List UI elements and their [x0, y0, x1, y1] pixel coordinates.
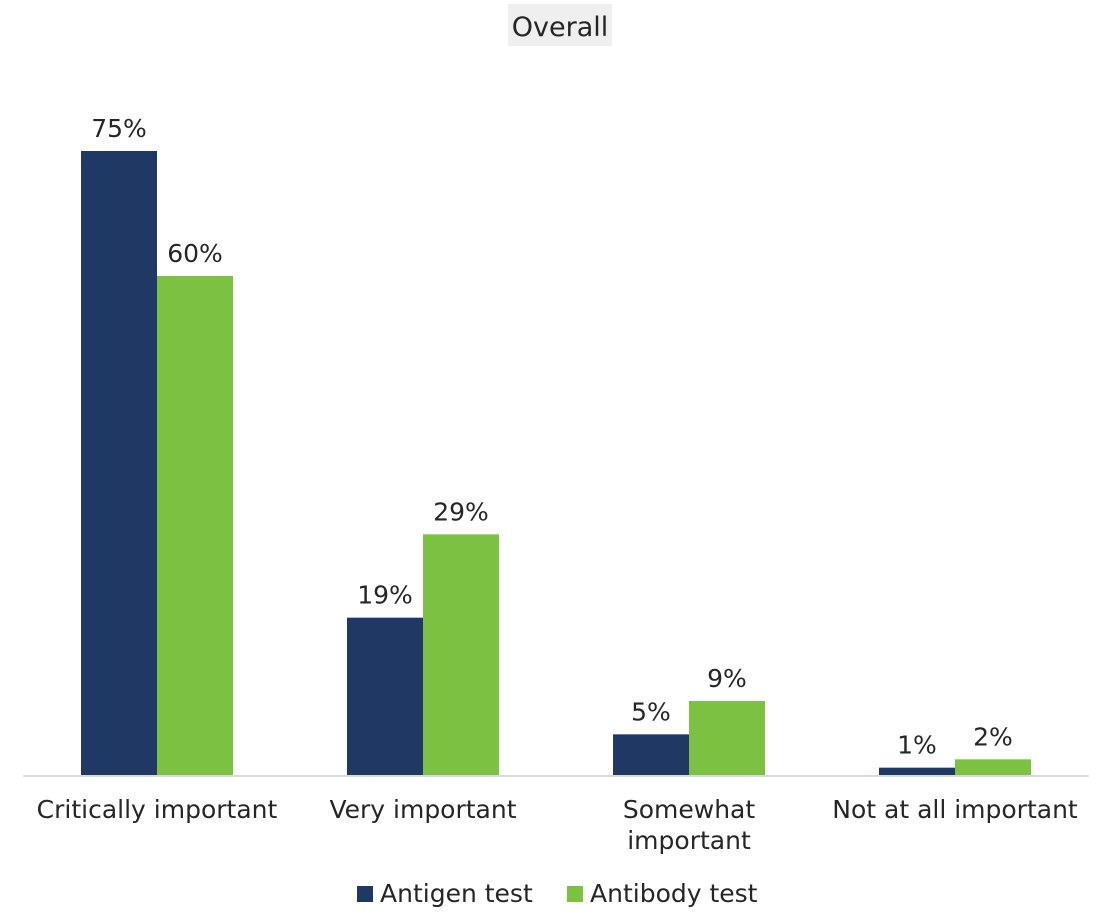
- bar-antibody-test: [157, 276, 233, 776]
- legend-label-antibody-test: Antibody test: [590, 879, 758, 908]
- legend-label-antigen-test: Antigen test: [380, 879, 533, 908]
- data-label-antigen-test: 75%: [91, 114, 147, 143]
- bar-antigen-test: [81, 151, 157, 776]
- legend: Antigen test Antibody test: [357, 879, 758, 908]
- bar-antigen-test: [347, 617, 423, 776]
- x-tick-label: Very important: [329, 795, 516, 824]
- data-label-antibody-test: 60%: [167, 239, 223, 268]
- x-tick-label: Somewhat: [623, 795, 756, 824]
- chart-title-background: [508, 4, 612, 46]
- x-tick-label: important: [627, 826, 751, 855]
- bar-antigen-test: [879, 767, 955, 776]
- data-label-antigen-test: 5%: [631, 697, 671, 726]
- data-label-antigen-test: 19%: [357, 581, 413, 610]
- bars-layer: [81, 151, 1031, 776]
- bar-antigen-test: [613, 734, 689, 776]
- bar-antibody-test: [423, 534, 499, 776]
- value-labels-layer: 75% 60% 19% 29% 5% 9% 1% 2%: [91, 114, 1013, 760]
- legend-swatch-antigen-test: [357, 886, 373, 902]
- x-tick-label: Not at all important: [832, 795, 1078, 824]
- x-tick-label: Critically important: [37, 795, 278, 824]
- data-label-antibody-test: 29%: [433, 497, 489, 526]
- legend-swatch-antibody-test: [567, 886, 583, 902]
- bar-antibody-test: [689, 701, 765, 776]
- category-labels-layer: Critically important Very important Somewh…: [37, 795, 1078, 855]
- chart-title: Overall: [512, 12, 609, 43]
- data-label-antibody-test: 2%: [973, 722, 1013, 751]
- data-label-antibody-test: 9%: [707, 664, 747, 693]
- data-label-antigen-test: 1%: [897, 731, 937, 760]
- bar-antibody-test: [955, 759, 1031, 776]
